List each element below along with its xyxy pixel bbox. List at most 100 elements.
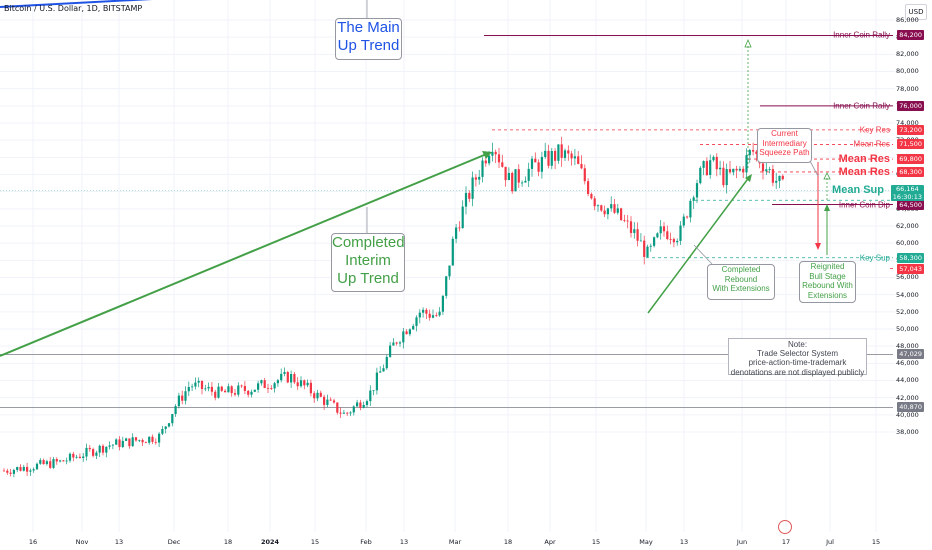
candle-body — [583, 168, 586, 182]
callout-pointer — [809, 160, 819, 177]
candle-body — [92, 449, 95, 456]
candle-body — [207, 386, 210, 389]
currency-button[interactable]: USD — [905, 4, 927, 20]
candle-body — [497, 154, 501, 163]
candle-body — [550, 151, 553, 166]
callout-squeeze[interactable]: Current Intermediary Squeeze Path — [757, 128, 812, 163]
candle-body — [42, 460, 45, 465]
candle-body — [115, 439, 118, 445]
time-axis-label: 13 — [679, 538, 689, 546]
callout-completed-rebound[interactable]: Completed Rebound With Extensions — [707, 264, 775, 300]
candle-body — [55, 459, 58, 462]
candle-body — [154, 441, 157, 443]
candle-body — [247, 390, 250, 395]
candle-body — [732, 168, 735, 173]
candle-body — [280, 373, 283, 381]
level-label: Inner Coin Rally — [833, 30, 890, 40]
note-box[interactable]: Note: Trade Selector System price-action… — [728, 338, 867, 377]
candle-body — [210, 386, 213, 392]
candle-body — [405, 331, 408, 335]
candle-body — [240, 385, 243, 387]
callout-completed-interim[interactable]: Completed Interim Up Trend — [331, 233, 405, 292]
candle-body — [161, 428, 164, 434]
candle-body — [748, 150, 751, 156]
candle-body — [620, 208, 623, 220]
candle-body — [88, 447, 91, 450]
symbol-title[interactable]: Bitcoin / U.S. Dollar, 1D, BITSTAMP — [4, 4, 143, 13]
reignited-arrowhead-outline — [823, 172, 831, 180]
callout-line: Current — [771, 129, 798, 138]
candle-body — [68, 453, 72, 461]
candle-body — [187, 387, 190, 392]
candle-body — [82, 456, 85, 458]
callout-line: Up Trend — [337, 270, 399, 287]
candle-body — [709, 160, 712, 175]
time-axis-label: 16 — [28, 538, 38, 546]
price-tag: 73,200 — [897, 124, 924, 135]
candle-body — [527, 168, 530, 181]
candle-body — [781, 175, 784, 180]
candle-body — [342, 412, 345, 414]
candle-body — [227, 386, 230, 393]
callout-line: Completed — [721, 265, 761, 274]
candle-body — [626, 220, 629, 222]
candle-body — [702, 161, 705, 168]
level-label: Mean Res — [853, 139, 890, 149]
current-price-value: 66,164 — [896, 185, 919, 194]
time-axis-label: 15 — [310, 538, 320, 546]
candle-body — [257, 383, 260, 390]
candle-body — [125, 438, 128, 441]
extension-arrowhead — [744, 38, 752, 48]
reignited-arrowhead — [824, 204, 830, 211]
candle-body — [458, 227, 461, 229]
callout-reignited[interactable]: Reignited Bull Stage Rebound With Extens… — [799, 261, 856, 303]
candle-body — [438, 311, 441, 316]
candle-body — [52, 459, 55, 468]
candle-body — [689, 200, 692, 218]
candle-body — [22, 466, 25, 471]
candle-body — [471, 177, 474, 199]
candle-body — [547, 150, 550, 166]
candle-body — [412, 325, 415, 330]
candle-body — [270, 388, 273, 389]
candle-body — [131, 437, 134, 447]
price-axis-label: 86,000 — [896, 16, 919, 24]
price-axis-label: 48,000 — [896, 342, 919, 351]
candle-body — [448, 265, 451, 277]
note-line: Trade Selector System — [756, 349, 839, 359]
callout-line: Interim — [345, 252, 391, 269]
candle-body — [349, 412, 352, 414]
candle-body — [494, 151, 497, 155]
candle-body — [682, 216, 685, 226]
time-axis-label: 15 — [591, 538, 601, 546]
candle-body — [695, 183, 699, 198]
price-axis-label: 50,000 — [896, 324, 919, 333]
tradingview-logo-icon[interactable] — [778, 520, 792, 534]
candle-body — [686, 216, 689, 218]
candle-body — [319, 392, 322, 397]
candle-body — [35, 463, 39, 470]
price-tag: 58,300 — [897, 252, 924, 263]
candle-body — [752, 150, 755, 152]
candle-body — [16, 466, 19, 470]
candle-body — [111, 444, 114, 446]
price-tag: 71,500 — [897, 139, 924, 150]
candle-body — [283, 372, 286, 374]
candle-body — [613, 204, 616, 213]
callout-main-trend[interactable]: The Main Up Trend — [335, 18, 402, 60]
candle-body — [451, 238, 454, 266]
candle-body — [105, 446, 108, 453]
candle-body — [174, 406, 177, 415]
candle-body — [596, 205, 600, 207]
price-tag: 68,300 — [897, 166, 924, 177]
candle-body — [177, 395, 180, 407]
candle-body — [273, 383, 276, 389]
price-axis-label: 60,000 — [896, 239, 919, 248]
callout-line: Completed — [332, 234, 405, 251]
price-axis-label: 78,000 — [896, 84, 919, 93]
candle-body — [323, 396, 326, 405]
candle-body — [158, 433, 161, 443]
price-tag: 57,043 — [897, 263, 924, 274]
candle-body — [745, 155, 748, 173]
